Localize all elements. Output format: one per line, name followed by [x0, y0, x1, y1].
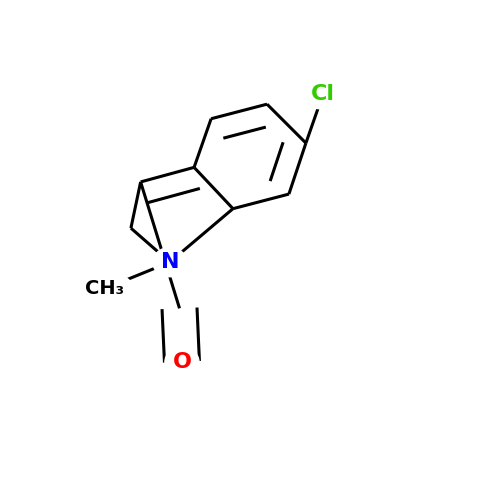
Ellipse shape	[153, 248, 187, 276]
Text: N: N	[160, 252, 179, 272]
Ellipse shape	[301, 80, 345, 109]
Text: O: O	[172, 352, 192, 372]
Ellipse shape	[165, 347, 199, 376]
Ellipse shape	[75, 272, 134, 306]
Text: Cl: Cl	[311, 84, 335, 104]
Text: CH₃: CH₃	[84, 280, 124, 298]
